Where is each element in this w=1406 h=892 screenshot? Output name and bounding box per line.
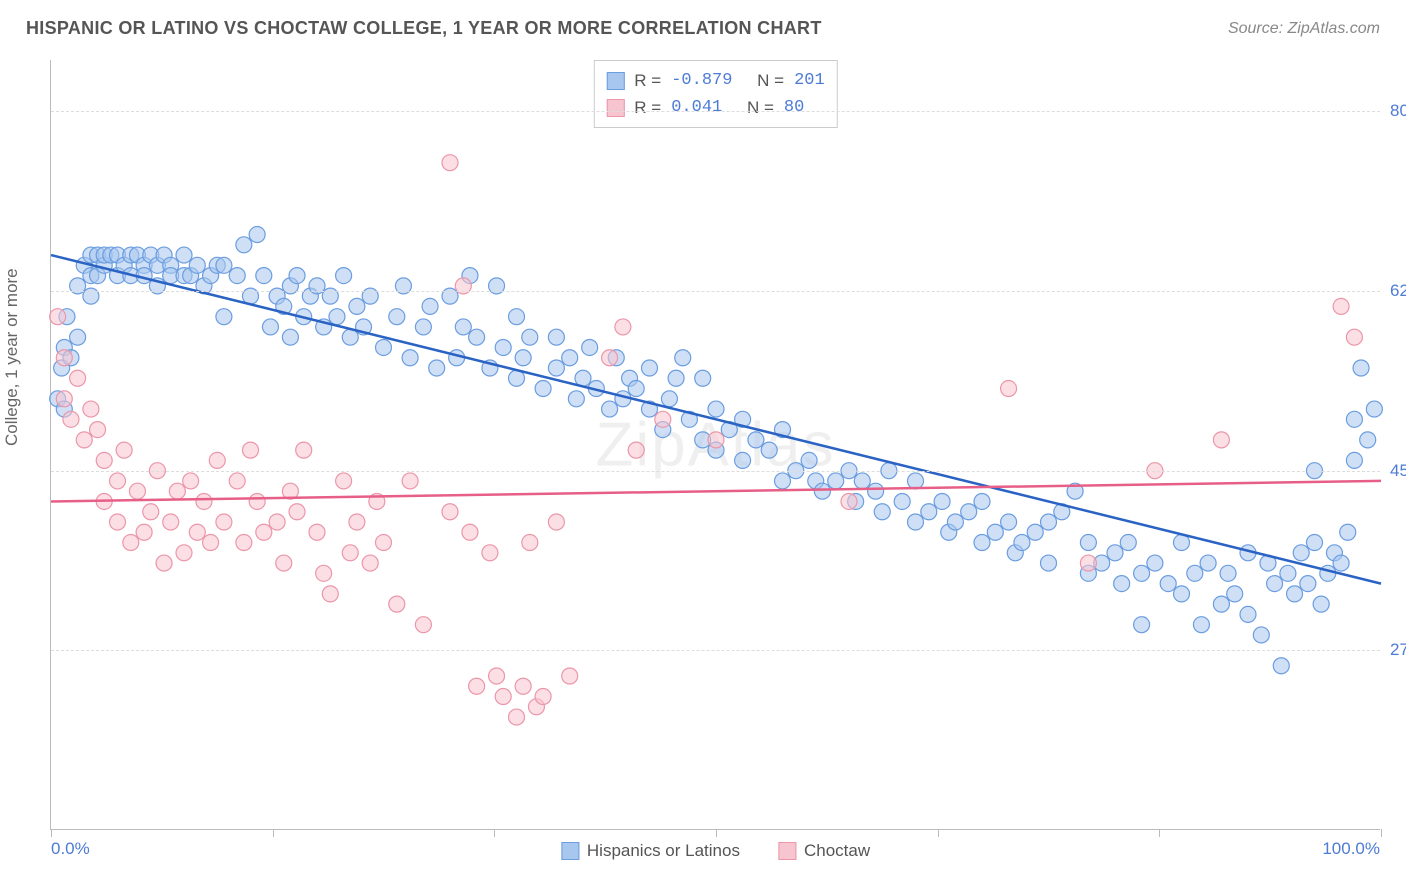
n-label: N = — [747, 94, 774, 121]
n-value-2: 80 — [784, 94, 804, 121]
scatter-svg — [51, 60, 1381, 830]
stats-legend-box: R = -0.879 N = 201 R = 0.041 N = 80 — [593, 60, 837, 128]
chart-container: HISPANIC OR LATINO VS CHOCTAW COLLEGE, 1… — [0, 0, 1406, 892]
legend-swatch-1 — [561, 842, 579, 860]
r-value-1: -0.879 — [671, 67, 732, 94]
n-label: N = — [757, 67, 784, 94]
y-axis-label: College, 1 year or more — [2, 268, 22, 446]
legend-item-1: Hispanics or Latinos — [561, 841, 740, 861]
r-value-2: 0.041 — [671, 94, 722, 121]
stats-row-2: R = 0.041 N = 80 — [606, 94, 824, 121]
r-label: R = — [634, 94, 661, 121]
legend-swatch-2 — [778, 842, 796, 860]
bottom-legend: Hispanics or Latinos Choctaw — [561, 841, 870, 861]
swatch-series-1 — [606, 72, 624, 90]
legend-item-2: Choctaw — [778, 841, 870, 861]
legend-label-1: Hispanics or Latinos — [587, 841, 740, 861]
x-tick-left: 0.0% — [51, 839, 90, 859]
r-label: R = — [634, 67, 661, 94]
plot-area: ZipAtlas R = -0.879 N = 201 R = 0.041 N … — [50, 60, 1380, 830]
stats-row-1: R = -0.879 N = 201 — [606, 67, 824, 94]
swatch-series-2 — [606, 99, 624, 117]
n-value-1: 201 — [794, 67, 825, 94]
source-attribution: Source: ZipAtlas.com — [1228, 20, 1380, 38]
x-tick-right: 100.0% — [1322, 839, 1380, 859]
legend-label-2: Choctaw — [804, 841, 870, 861]
chart-title: HISPANIC OR LATINO VS CHOCTAW COLLEGE, 1… — [26, 18, 822, 39]
